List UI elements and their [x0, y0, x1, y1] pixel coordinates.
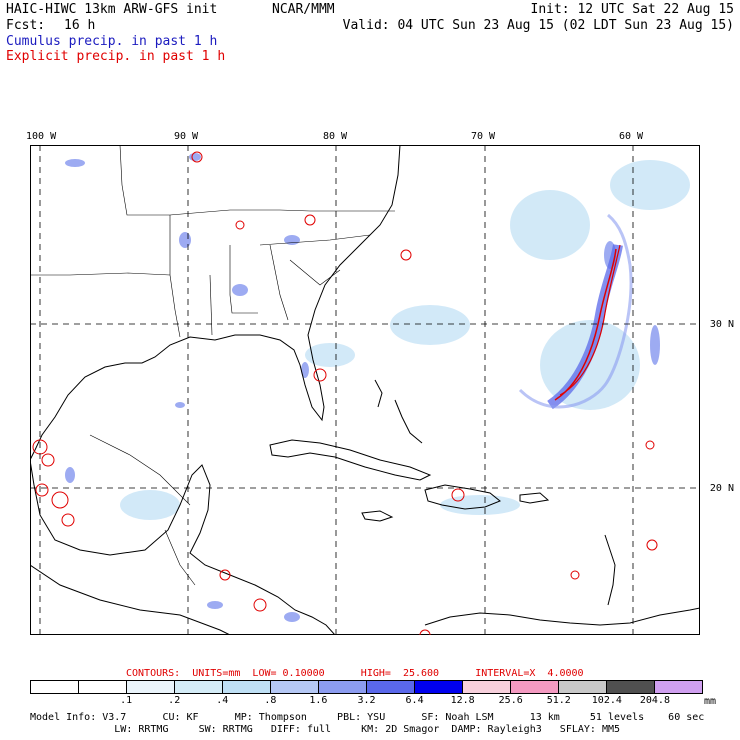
rainband-core-outer: [559, 244, 621, 396]
scale-label: 1.6: [309, 695, 328, 706]
forecast-hour: 16 h: [64, 18, 96, 33]
lon-label-70w: 70 W: [471, 131, 496, 142]
scale-swatch: [606, 681, 654, 693]
scale-label: 102.4: [591, 695, 622, 706]
scale-label: .8: [264, 695, 277, 706]
rainband-outer-arc: [518, 213, 633, 409]
scale-swatch: [126, 681, 174, 693]
lat-label-30n: 30 N: [709, 319, 734, 330]
scale-swatch: [414, 681, 462, 693]
scale-swatch: [318, 681, 366, 693]
forecast-label: Fcst:: [6, 18, 46, 33]
scale-label: .2: [168, 695, 181, 706]
lon-label-80w: 80 W: [323, 131, 348, 142]
color-scale: [30, 680, 703, 694]
model-info-line1: Model Info: V3.7 CU: KF MP: Thompson PBL…: [30, 712, 705, 723]
cumulus-legend: Cumulus precip. in past 1 h: [6, 34, 218, 49]
scale-label: 3.2: [357, 695, 376, 706]
lat-label-20n: 20 N: [709, 483, 734, 494]
scale-swatch: [222, 681, 270, 693]
scale-swatch: [31, 681, 78, 693]
scale-label: 25.6: [498, 695, 523, 706]
scale-label: 12.8: [450, 695, 475, 706]
scale-swatch: [78, 681, 126, 693]
graticule: [30, 145, 700, 635]
precip-map: [30, 145, 700, 635]
scale-swatch: [654, 681, 702, 693]
scale-label: 6.4: [405, 695, 424, 706]
color-scale-labels: .1 .2 .4 .8 1.6 3.2 6.4 12.8 25.6 51.2 102.4 204.8: [30, 695, 703, 707]
scale-swatch: [174, 681, 222, 693]
scale-swatch: [510, 681, 558, 693]
lon-label-60w: 60 W: [619, 131, 644, 142]
scale-label: .4: [216, 695, 229, 706]
scale-swatch: [270, 681, 318, 693]
rainband-core: [554, 248, 617, 401]
coastlines: [30, 145, 700, 635]
model-info-line2: LW: RRTMG SW: RRTMG DIFF: full KM: 2D Sm…: [30, 724, 621, 735]
scale-label: .1: [120, 695, 133, 706]
scale-swatch: [462, 681, 510, 693]
scale-label: 204.8: [639, 695, 670, 706]
scale-swatch: [366, 681, 414, 693]
scale-label: 51.2: [546, 695, 571, 706]
lon-label-100w: 100 W: [26, 131, 57, 142]
scale-swatch: [558, 681, 606, 693]
lon-label-90w: 90 W: [174, 131, 199, 142]
valid-time: Valid: 04 UTC Sun 23 Aug 15 (02 LDT Sun …: [342, 18, 734, 33]
org-label: NCAR/MMM: [272, 2, 335, 17]
explicit-precip-contours: [32, 151, 658, 635]
contours-text: CONTOURS: UNITS=mm LOW= 0.10000 HIGH= 25…: [126, 668, 584, 679]
explicit-legend: Explicit precip. in past 1 h: [6, 49, 226, 64]
init-time: Init: 12 UTC Sat 22 Aug 15: [530, 2, 735, 17]
model-title: HAIC-HIWC 13km ARW-GFS init: [6, 2, 218, 17]
borders: [30, 145, 395, 586]
scale-units: mm: [704, 696, 717, 707]
